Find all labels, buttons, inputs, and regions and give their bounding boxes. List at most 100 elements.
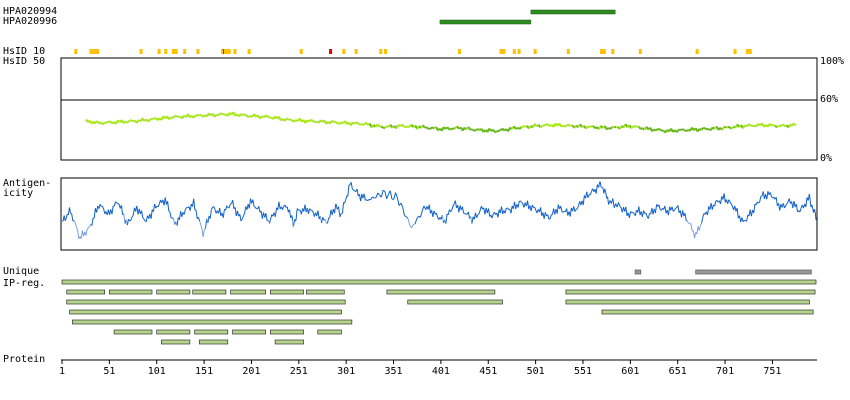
antigenicity-segment: [295, 213, 298, 220]
identity-segment: [130, 119, 134, 123]
antigenicity-segment: [292, 225, 295, 228]
identity-segment: [477, 128, 481, 131]
antigenicity-segment: [766, 191, 769, 200]
identity-tick-60: 60%: [820, 94, 839, 105]
antigenicity-segment: [759, 196, 762, 203]
antigenicity-segment: [70, 212, 73, 215]
antigenicity-segment: [340, 213, 342, 215]
antigenicity-segment: [64, 217, 67, 221]
hsid10-tick: [164, 49, 168, 54]
antigenicity-segment: [176, 217, 179, 226]
antigenicity-segment: [338, 206, 340, 213]
antigenicity-segment: [120, 205, 124, 215]
antigenicity-segment: [416, 215, 420, 219]
identity-segment: [560, 124, 564, 128]
antigenicity-segment: [141, 210, 144, 218]
antigenicity-segment: [164, 197, 167, 205]
axis-tick-label: 601: [621, 366, 639, 377]
identity-segment: [685, 128, 689, 133]
identity-segment: [651, 128, 655, 133]
antigenicity-segment: [793, 200, 796, 208]
antigenicity-segment: [202, 228, 205, 237]
antigenicity-segment: [782, 203, 785, 209]
hsid10-tick: [566, 49, 570, 54]
antigenicity-segment: [297, 209, 300, 211]
axis-tick-label: 451: [479, 366, 497, 377]
antigenicity-segment: [130, 216, 133, 221]
ipreg-region-bar: [565, 299, 810, 305]
antigenicity-segment: [451, 205, 454, 211]
antigenicity-segment: [667, 206, 671, 216]
identity-segment: [594, 126, 598, 130]
identity-segment: [744, 124, 748, 128]
identity-segment: [609, 126, 614, 130]
antigenicity-segment: [356, 188, 359, 197]
identity-segment: [729, 126, 733, 130]
identity-segment: [638, 126, 642, 130]
hsid10-tick: [512, 49, 516, 54]
antigenicity-segment: [309, 208, 312, 211]
hsid10-tick: [695, 49, 699, 54]
identity-segment: [585, 126, 589, 130]
antigenicity-segment: [322, 217, 325, 221]
hsid10-tick: [224, 49, 228, 54]
antigenicity-segment: [411, 224, 414, 229]
antigenicity-segment: [324, 219, 327, 224]
hsid10-tick: [384, 49, 388, 54]
antigenicity-segment: [441, 214, 444, 224]
identity-segment: [653, 128, 657, 132]
antigenicity-segment: [350, 182, 353, 189]
antigenicity-segment: [365, 199, 367, 201]
antigenicity-segment: [432, 210, 435, 217]
identity-segment: [467, 126, 472, 131]
axis-tick-label: 701: [716, 366, 734, 377]
antigenicity-segment: [123, 213, 126, 224]
antigenicity-segment: [419, 210, 423, 218]
axis-tick-label: 651: [669, 366, 687, 377]
antigenicity-segment: [157, 203, 160, 208]
antigenicity-segment: [711, 204, 714, 210]
antigenicity-label-1: Antigen-: [3, 178, 52, 189]
antigenicity-segment: [396, 197, 400, 206]
antigenicity-segment: [154, 203, 157, 209]
unique-region-bar: [695, 269, 812, 275]
antigenicity-segment: [476, 214, 479, 218]
identity-segment: [338, 121, 343, 125]
antigenicity-segment: [696, 226, 699, 235]
antigenicity-segment: [347, 184, 350, 197]
antigenicity-segment: [211, 207, 214, 210]
antigenicity-segment: [295, 219, 297, 222]
identity-segment: [376, 123, 381, 128]
antibody-label-2: HPA020996: [3, 16, 58, 27]
antigenicity-segment: [741, 217, 744, 222]
identity-segment: [488, 127, 492, 132]
identity-segment: [200, 114, 204, 118]
identity-segment: [792, 122, 796, 126]
antigenicity-segment: [549, 214, 552, 220]
identity-segment: [782, 123, 785, 127]
antigenicity-segment: [193, 198, 196, 210]
identity-segment: [176, 115, 179, 118]
antigenicity-segment: [321, 217, 324, 223]
antigenicity-segment: [304, 204, 307, 213]
antigenicity-segment: [701, 217, 704, 224]
antigenicity-segment: [248, 198, 251, 209]
identity-segment: [380, 125, 384, 129]
identity-segment: [479, 128, 483, 131]
ipreg-region-bar: [601, 309, 814, 315]
identity-segment: [501, 127, 506, 132]
identity-segment: [517, 126, 520, 130]
hsid10-tick: [500, 49, 504, 54]
identity-segment: [776, 124, 780, 128]
identity-segment: [518, 126, 523, 130]
antigenicity-segment: [647, 213, 651, 219]
antigenicity-segment: [393, 192, 397, 200]
antigenicity-segment: [433, 210, 436, 215]
antigenicity-segment: [209, 209, 212, 219]
antigenicity-segment: [671, 206, 674, 212]
antigenicity-segment: [530, 204, 533, 212]
identity-segment: [422, 124, 426, 129]
hsid10-tick: [517, 49, 521, 54]
antigenicity-segment: [805, 197, 808, 208]
antigenicity-segment: [698, 224, 701, 231]
